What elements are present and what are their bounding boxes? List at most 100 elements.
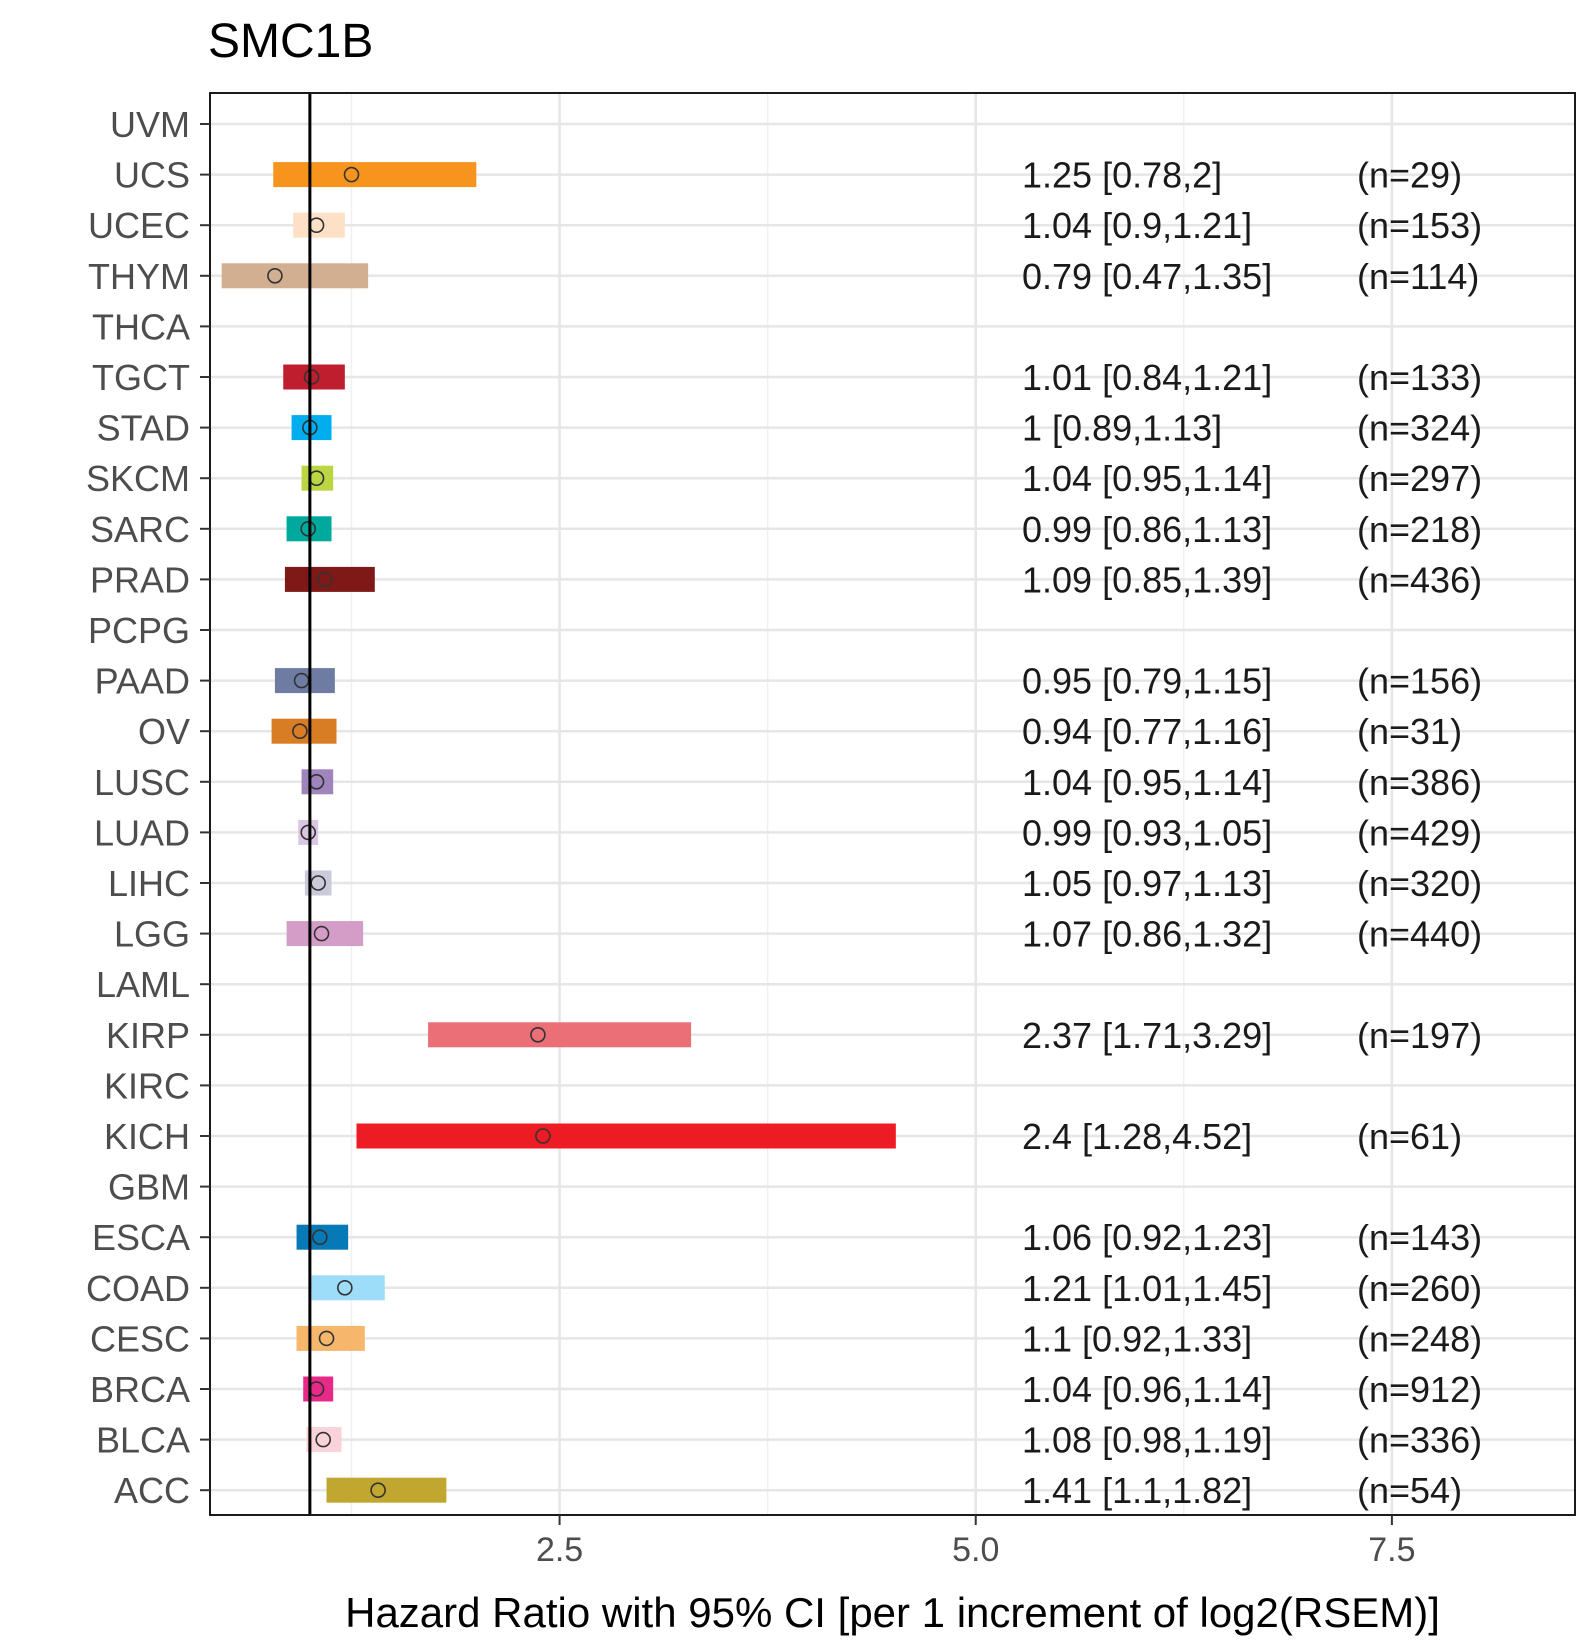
x-axis-title: Hazard Ratio with 95% CI [per 1 incremen…: [345, 1589, 1440, 1636]
hr-ci-label: 0.79 [0.47,1.35]: [1022, 256, 1272, 297]
sample-size-label: (n=440): [1357, 914, 1482, 955]
hr-point: [313, 925, 330, 942]
hr-point: [530, 1027, 546, 1043]
y-tick-label: LGG: [114, 914, 190, 955]
x-tick-label: 7.5: [1368, 1531, 1415, 1569]
sample-size-label: (n=297): [1357, 458, 1482, 499]
hr-ci-label: 1.05 [0.97,1.13]: [1022, 863, 1272, 904]
hr-ci-label: 1.04 [0.9,1.21]: [1022, 205, 1252, 246]
sample-size-label: (n=61): [1357, 1116, 1462, 1157]
hr-point: [370, 1482, 386, 1498]
y-tick-label: UCEC: [88, 205, 190, 246]
hr-ci-label: 1.09 [0.85,1.39]: [1022, 559, 1272, 600]
sample-size-label: (n=912): [1357, 1369, 1482, 1410]
sample-size-label: (n=153): [1357, 205, 1482, 246]
y-tick-label: THCA: [92, 306, 190, 347]
sample-size-label: (n=429): [1357, 812, 1482, 853]
hr-ci-label: 2.4 [1.28,4.52]: [1022, 1116, 1252, 1157]
sample-size-label: (n=386): [1357, 762, 1482, 803]
hr-ci-label: 0.95 [0.79,1.15]: [1022, 661, 1272, 702]
sample-size-label: (n=248): [1357, 1318, 1482, 1359]
y-tick-label: LUAD: [94, 812, 190, 853]
panel-border: [209, 92, 1576, 1516]
hr-ci-label: 1.01 [0.84,1.21]: [1022, 357, 1272, 398]
y-tick-label: GBM: [108, 1167, 190, 1208]
y-tick-label: BLCA: [96, 1420, 190, 1461]
hr-point: [337, 1280, 353, 1296]
chart-title: SMC1B: [208, 15, 374, 68]
y-tick-label: TGCT: [92, 357, 190, 398]
hr-ci-label: 1.04 [0.96,1.14]: [1022, 1369, 1272, 1410]
y-tick-label: KIRP: [106, 1015, 190, 1056]
hr-ci-label: 1.04 [0.95,1.14]: [1022, 762, 1272, 803]
ci-bar: [286, 921, 364, 947]
hr-point: [300, 824, 317, 841]
hr-ci-label: 1.08 [0.98,1.19]: [1022, 1420, 1272, 1461]
ci-bar: [274, 668, 335, 694]
ci-bar: [284, 566, 375, 592]
y-tick-label: KICH: [104, 1116, 190, 1157]
sample-size-label: (n=197): [1357, 1015, 1482, 1056]
ci-bar: [311, 1275, 385, 1301]
hr-ci-label: 1.06 [0.92,1.23]: [1022, 1217, 1272, 1258]
y-tick-label: STAD: [97, 408, 190, 449]
y-tick-label: LIHC: [108, 863, 190, 904]
hr-ci-label: 0.99 [0.93,1.05]: [1022, 812, 1272, 853]
hr-ci-label: 1.1 [0.92,1.33]: [1022, 1318, 1252, 1359]
sample-size-label: (n=324): [1357, 408, 1482, 449]
ci-bar: [271, 718, 337, 744]
ci-bar: [306, 1427, 342, 1453]
ci-bar: [301, 465, 334, 491]
ci-bar: [428, 1022, 692, 1048]
ci-bar: [356, 1123, 896, 1149]
hr-point: [312, 1229, 328, 1245]
hr-ci-label: 0.99 [0.86,1.13]: [1022, 509, 1272, 550]
y-tick-label: OV: [138, 711, 190, 752]
sample-size-label: (n=156): [1357, 661, 1482, 702]
ci-bar: [291, 415, 332, 441]
ci-bar: [296, 1224, 349, 1250]
hr-ci-label: 0.94 [0.77,1.16]: [1022, 711, 1272, 752]
y-tick-label: SKCM: [86, 458, 190, 499]
y-tick-label: SARC: [90, 509, 190, 550]
ci-bar: [301, 769, 334, 795]
sample-size-label: (n=336): [1357, 1420, 1482, 1461]
hr-ci-label: 1.41 [1.1,1.82]: [1022, 1470, 1252, 1511]
hr-point: [535, 1128, 551, 1144]
y-tick-label: PRAD: [90, 559, 190, 600]
plot-panel: [210, 93, 1575, 1515]
ci-bar: [273, 162, 477, 188]
y-tick-label: UCS: [114, 155, 190, 196]
ci-bar: [283, 364, 345, 390]
y-tick-label: CESC: [90, 1318, 190, 1359]
sample-size-label: (n=133): [1357, 357, 1482, 398]
hr-ci-label: 2.37 [1.71,3.29]: [1022, 1015, 1272, 1056]
sample-size-label: (n=29): [1357, 155, 1462, 196]
sample-size-label: (n=114): [1357, 256, 1479, 297]
sample-size-label: (n=54): [1357, 1470, 1462, 1511]
ci-bar: [298, 819, 319, 845]
hr-ci-label: 1.04 [0.95,1.14]: [1022, 458, 1272, 499]
hr-ci-label: 1.07 [0.86,1.32]: [1022, 914, 1272, 955]
sample-size-label: (n=31): [1357, 711, 1462, 752]
hr-point: [292, 723, 308, 740]
ci-bar: [326, 1477, 447, 1503]
hr-ci-label: 1.25 [0.78,2]: [1022, 155, 1222, 196]
y-tick-label: THYM: [88, 256, 190, 297]
ci-bar: [296, 1325, 365, 1351]
y-tick-label: ESCA: [92, 1217, 190, 1258]
x-tick-label: 2.5: [536, 1531, 583, 1569]
hr-ci-label: 1 [0.89,1.13]: [1022, 408, 1222, 449]
hr-point: [318, 1330, 335, 1347]
hr-point: [315, 1431, 331, 1448]
hr-point: [343, 166, 360, 183]
sample-size-label: (n=143): [1357, 1217, 1482, 1258]
hr-point: [317, 571, 333, 588]
y-tick-label: LAML: [96, 964, 190, 1005]
y-tick-label: BRCA: [90, 1369, 190, 1410]
ci-bar: [303, 1376, 334, 1402]
sample-size-label: (n=436): [1357, 559, 1482, 600]
y-tick-label: PCPG: [88, 610, 190, 651]
